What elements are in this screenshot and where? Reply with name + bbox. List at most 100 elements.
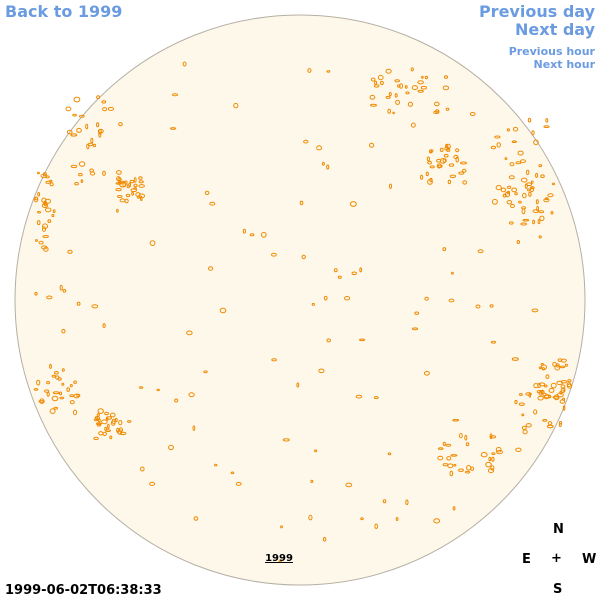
contour-speck: [78, 114, 85, 118]
contour-speck: [116, 170, 122, 175]
contour-speck: [488, 456, 492, 462]
solar-disk: [14, 14, 586, 586]
contour-speck: [411, 122, 416, 128]
contour-speck: [78, 172, 83, 177]
contour-speck: [392, 111, 395, 115]
contour-speck: [462, 180, 468, 185]
contour-speck: [464, 470, 471, 474]
contour-speck: [525, 423, 532, 428]
contour-speck: [208, 266, 214, 271]
contour-speck: [97, 408, 104, 415]
compass-south: S: [553, 582, 563, 597]
contour-speck: [168, 444, 174, 451]
contour-speck: [359, 338, 366, 342]
contour-speck: [442, 441, 446, 446]
year-link[interactable]: 1999: [265, 553, 293, 564]
contour-speck: [46, 295, 53, 300]
contour-speck: [138, 176, 143, 180]
contour-speck: [57, 377, 62, 381]
contour-speck: [538, 210, 545, 214]
next-day-link[interactable]: Next day: [515, 20, 595, 39]
contour-speck: [531, 130, 535, 136]
contour-speck: [522, 429, 528, 435]
observation-timestamp: 1999-06-02T06:38:33: [5, 583, 162, 598]
contour-speck: [97, 418, 101, 423]
contour-speck: [417, 89, 424, 93]
previous-day-link[interactable]: Previous day: [478, 2, 595, 21]
contour-speck: [464, 434, 468, 441]
contour-speck: [444, 75, 448, 79]
contour-speck: [453, 463, 457, 467]
contour-speck: [490, 340, 496, 344]
contour-speck: [427, 160, 433, 165]
contour-speck: [411, 85, 418, 91]
contour-speck: [203, 370, 208, 374]
contour-speck: [446, 456, 452, 461]
contour-speck: [555, 363, 560, 368]
contour-speck: [54, 371, 59, 375]
contour-speck: [550, 382, 557, 389]
back-to-year-link[interactable]: Back to 1999: [5, 2, 123, 21]
contour-speck: [522, 192, 527, 199]
previous-hour-link[interactable]: Previous hour: [508, 45, 595, 58]
contour-speck: [43, 246, 49, 252]
contour-speck: [316, 145, 323, 151]
contour-speck: [559, 365, 566, 369]
contour-speck: [282, 438, 290, 442]
contour-speck: [465, 442, 470, 447]
contour-speck: [429, 149, 434, 153]
contour-speck: [44, 389, 50, 393]
contour-speck: [448, 298, 455, 303]
contour-speck: [547, 193, 554, 198]
contour-speck: [98, 431, 104, 436]
contour-speck: [377, 74, 384, 81]
contour-speck: [500, 187, 507, 193]
contour-speck: [101, 100, 107, 104]
contour-speck: [76, 393, 81, 398]
contour-speck: [36, 171, 40, 175]
contour-speck: [543, 125, 550, 128]
next-hour-link[interactable]: Next hour: [533, 58, 596, 71]
contour-speck: [96, 95, 101, 100]
contour-speck: [51, 213, 55, 218]
contour-speck: [49, 363, 52, 369]
contour-speck: [535, 199, 539, 205]
contour-speck: [61, 368, 65, 372]
contour-speck: [489, 304, 494, 308]
contour-speck: [42, 226, 46, 232]
contour-speck: [308, 514, 313, 521]
contour-speck: [452, 506, 456, 511]
contour-speck: [527, 117, 532, 123]
contour-speck: [73, 96, 81, 103]
contour-speck: [517, 150, 524, 156]
contour-speck: [506, 190, 511, 195]
contour-speck: [491, 456, 495, 462]
contour-speck: [455, 148, 460, 153]
contour-speck: [538, 382, 546, 387]
contour-speck: [469, 112, 476, 116]
contour-speck: [424, 75, 428, 80]
contour-speck: [449, 470, 454, 477]
contour-speck: [459, 433, 463, 439]
contour-speck: [41, 203, 49, 208]
contour-speck: [42, 223, 48, 229]
contour-speck: [373, 84, 380, 88]
contour-speck: [133, 177, 137, 183]
contour-speck: [369, 94, 376, 100]
contour-speck: [69, 384, 73, 388]
contour-speck: [61, 382, 65, 386]
contour-speck: [521, 206, 526, 210]
contour-speck: [411, 327, 419, 331]
contour-speck: [433, 518, 441, 524]
contour-speck: [110, 420, 116, 426]
contour-speck: [558, 421, 563, 425]
contour-speck: [124, 198, 129, 204]
contour-speck: [140, 466, 145, 472]
contour-speck: [156, 388, 160, 392]
contour-speck: [480, 452, 488, 458]
contour-speck: [326, 164, 330, 170]
contour-speck: [92, 143, 97, 148]
year-link-text[interactable]: 1999: [265, 553, 293, 564]
contour-speck: [506, 128, 510, 132]
contour-speck: [477, 249, 484, 254]
